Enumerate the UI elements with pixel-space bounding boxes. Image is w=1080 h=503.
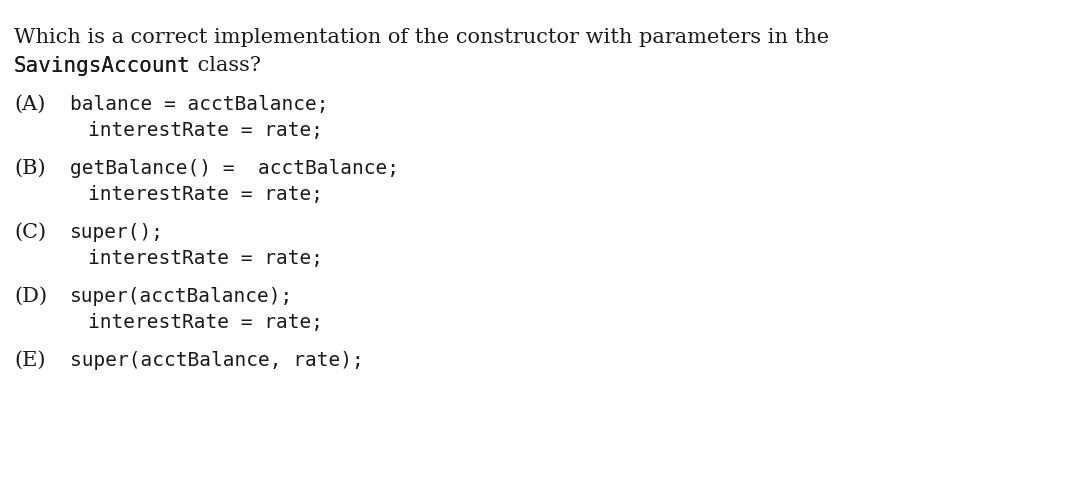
Text: super(acctBalance, rate);: super(acctBalance, rate); xyxy=(70,351,364,370)
Text: (D): (D) xyxy=(14,287,48,306)
Text: Which is a correct implementation of the constructor with parameters in the: Which is a correct implementation of the… xyxy=(14,28,829,47)
Text: (B): (B) xyxy=(14,159,45,178)
Text: getBalance() =  acctBalance;: getBalance() = acctBalance; xyxy=(70,159,399,178)
Text: interestRate = rate;: interestRate = rate; xyxy=(87,313,323,332)
Text: SavingsAccount: SavingsAccount xyxy=(14,56,191,76)
Text: super();: super(); xyxy=(70,223,164,242)
Text: interestRate = rate;: interestRate = rate; xyxy=(87,185,323,204)
Text: balance = acctBalance;: balance = acctBalance; xyxy=(70,95,328,114)
Text: super(acctBalance);: super(acctBalance); xyxy=(70,287,294,306)
Text: class?: class? xyxy=(191,56,260,75)
Text: interestRate = rate;: interestRate = rate; xyxy=(87,121,323,140)
Text: (A): (A) xyxy=(14,95,45,114)
Text: (E): (E) xyxy=(14,351,45,370)
Text: (C): (C) xyxy=(14,223,46,242)
Text: interestRate = rate;: interestRate = rate; xyxy=(87,249,323,268)
Text: SavingsAccount: SavingsAccount xyxy=(14,56,191,76)
